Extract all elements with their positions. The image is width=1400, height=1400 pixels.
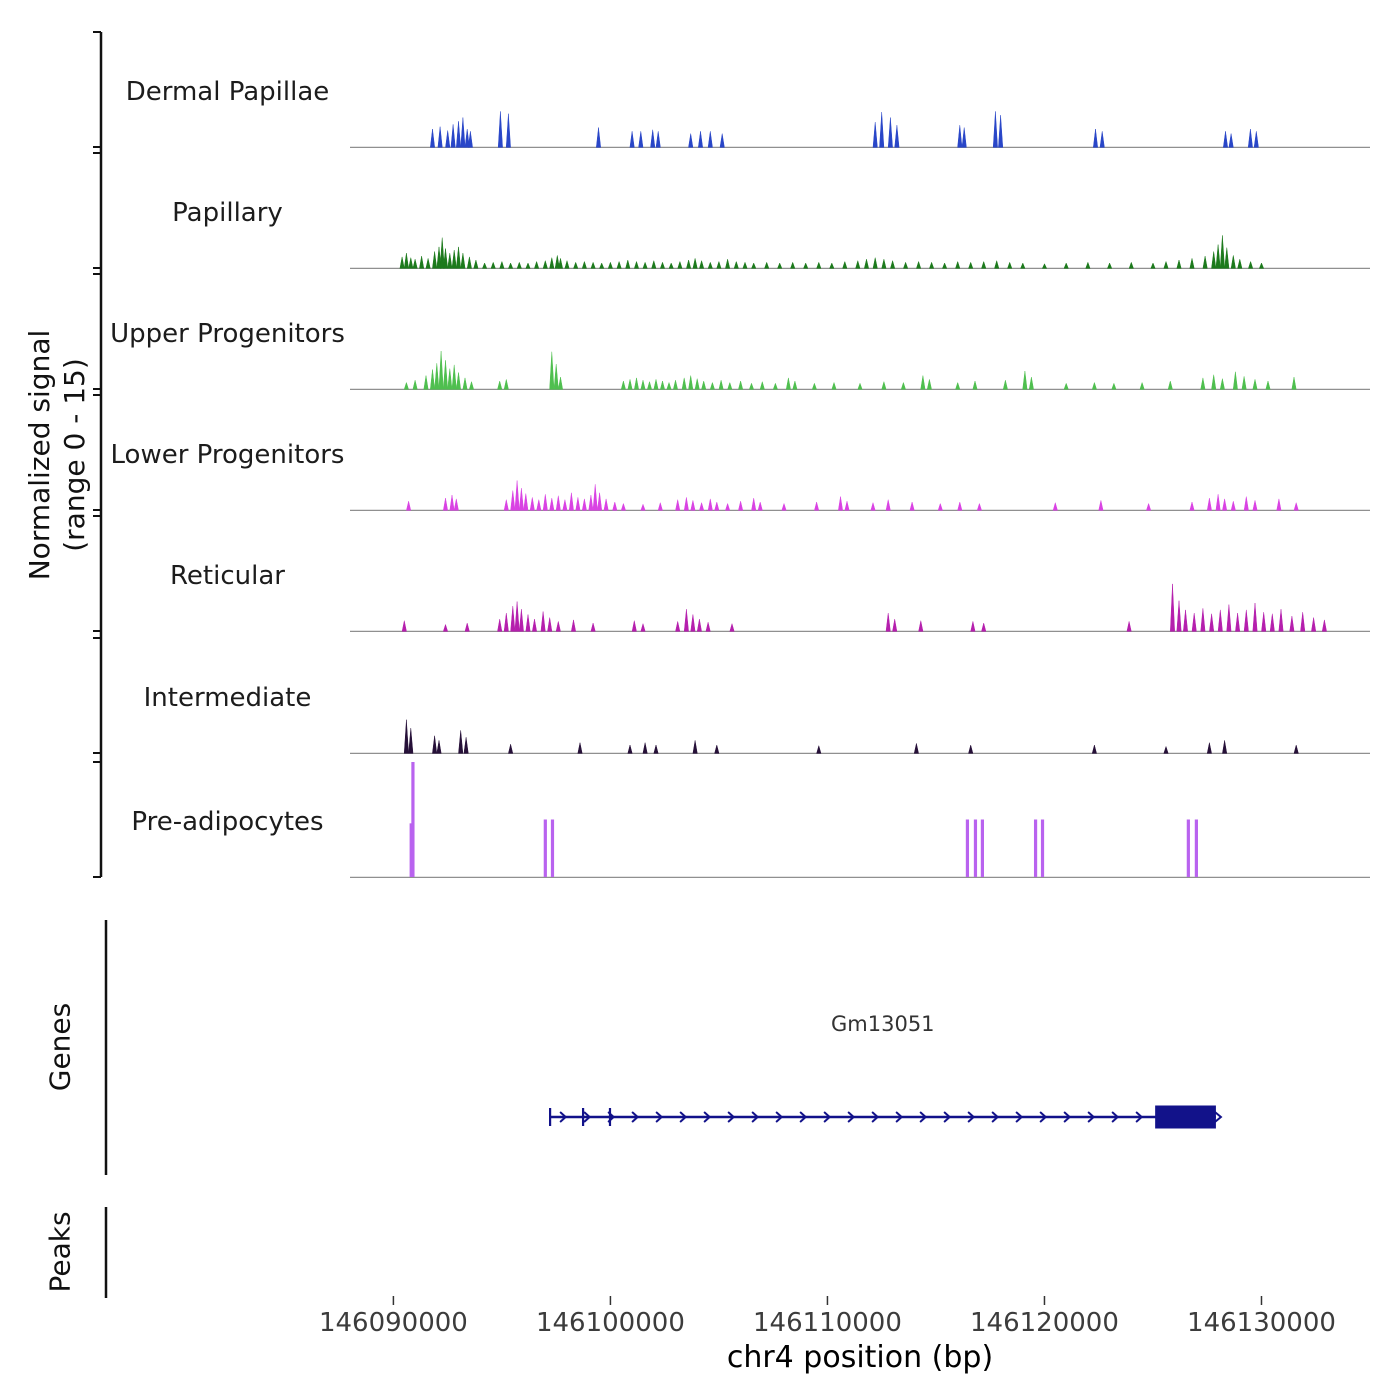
- track-label-lower-progenitors: Lower Progenitors: [110, 440, 345, 470]
- track-label-papillary: Papillary: [172, 198, 283, 228]
- track-label-reticular: Reticular: [170, 561, 285, 591]
- x-tick-146120000: 146120000: [970, 1308, 1119, 1338]
- y-axis-label-line2: (range 0 - 15): [58, 358, 91, 552]
- track-signal-lower-progenitors: [350, 480, 1370, 512]
- track-signal-pre-adipocytes: [350, 762, 1370, 879]
- x-tick-146110000: 146110000: [752, 1308, 902, 1338]
- gene-name: Gm13051: [831, 1012, 935, 1036]
- track-label-dermal-papillae: Dermal Papillae: [125, 77, 330, 107]
- track-label-upper-progenitors: Upper Progenitors: [110, 319, 345, 349]
- track-signal-dermal-papillae: [350, 111, 1370, 149]
- y-axis-label: Normalized signal (range 0 - 15): [22, 330, 92, 581]
- x-tick-146090000: 146090000: [318, 1308, 468, 1338]
- genes-section-label: Genes: [43, 1002, 77, 1092]
- track-label-intermediate: Intermediate: [143, 683, 312, 713]
- y-axis-label-line1: Normalized signal: [23, 329, 56, 581]
- x-axis-label: chr4 position (bp): [726, 1340, 994, 1375]
- gene-model-gm13051: [548, 1105, 1223, 1129]
- track-signal-reticular: [350, 583, 1370, 633]
- track-label-pre-adipocytes: Pre-adipocytes: [131, 807, 324, 837]
- x-tick-146130000: 146130000: [1187, 1308, 1336, 1338]
- track-signal-intermediate: [350, 719, 1370, 755]
- track-signal-upper-progenitors: [350, 351, 1370, 391]
- x-tick-146100000: 146100000: [535, 1308, 685, 1338]
- track-signal-papillary: [350, 235, 1370, 270]
- peaks-section-label: Peaks: [43, 1211, 77, 1293]
